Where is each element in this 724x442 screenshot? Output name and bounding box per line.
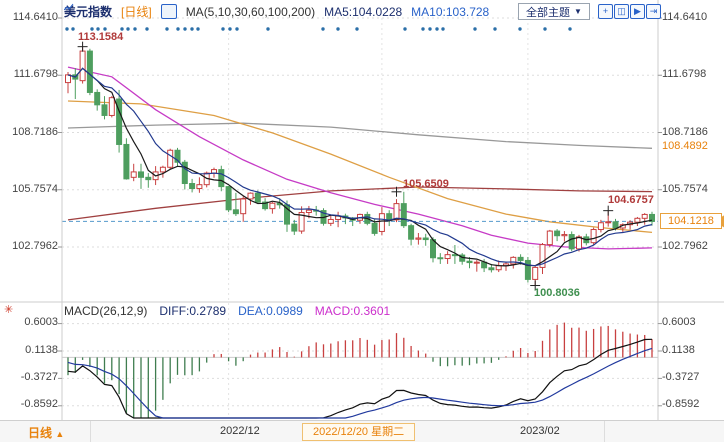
ma100-value-right-label: 108.4892 — [662, 140, 708, 152]
ma100-line — [67, 122, 653, 149]
ma10-line — [67, 67, 653, 267]
themes-dropdown-label: 全部主题 — [526, 6, 571, 19]
price-tick-right: 111.6798 — [662, 68, 707, 80]
ma-overlays-layer — [67, 66, 653, 250]
price-tick-left: 108.7186 — [12, 126, 58, 138]
annotation-markers-layer — [77, 41, 614, 291]
macd-tick-left: -0.8592 — [20, 398, 58, 410]
price-tick-left: 105.7574 — [12, 183, 58, 195]
annotation-high-nov: 113.1584 — [78, 31, 124, 43]
price-tick-left: 111.6798 — [13, 68, 58, 80]
axis-scale-icon[interactable]: ◫ — [614, 4, 629, 19]
macd-diff-value: DIFF:0.2789 — [159, 304, 227, 318]
macd-layer — [67, 322, 653, 419]
price-tick-right: 108.7186 — [662, 126, 708, 138]
event-dots-layer — [65, 27, 572, 31]
ma60-line — [67, 100, 653, 234]
ma200-line — [67, 186, 653, 221]
last-price-tag: 104.1218 — [660, 213, 722, 229]
macd-dea-value: DEA:0.0989 — [238, 304, 303, 318]
macd-header: MACD(26,12,9) DIFF:0.2789 DEA:0.0989 MAC… — [64, 304, 390, 318]
macd-macd-value: MACD:0.3601 — [314, 304, 391, 318]
macd-tick-right: 0.6003 — [662, 316, 696, 328]
x-axis-label-feb: 2023/02 — [520, 425, 560, 437]
price-tick-right: 105.7574 — [662, 183, 708, 195]
period-label: 日线 — [28, 426, 53, 440]
kline-chart-icon[interactable] — [64, 3, 177, 19]
ma10-value: MA10:103.728 — [411, 4, 490, 19]
divider — [604, 421, 605, 442]
borders-layer — [0, 0, 724, 420]
triangle-up-icon: ▲ — [55, 429, 65, 439]
price-tick-left: 102.7962 — [12, 240, 58, 252]
symbol-name: 美元指数 — [64, 5, 113, 19]
fast-ma-layer — [67, 67, 653, 267]
themes-dropdown[interactable]: 全部主题 ▼ — [518, 3, 590, 20]
macd-tick-right: -0.3727 — [662, 371, 700, 383]
ma5-value: MA5:104.0228 — [324, 4, 403, 19]
macd-formula: MACD(26,12,9) — [64, 304, 148, 318]
macd-tick-left: 0.6003 — [24, 316, 58, 328]
annotation-low-feb: 100.8036 — [534, 287, 580, 299]
selected-date-label: 2022/12/20 星期二 — [302, 423, 416, 441]
jump-to-latest-icon[interactable]: ⇥ — [646, 4, 661, 19]
crosshair-tool-icon[interactable]: + — [598, 4, 613, 19]
macd-tick-right: 0.1138 — [662, 344, 695, 356]
indicator-settings-icon[interactable]: ✳ — [4, 304, 14, 316]
price-tick-right: 114.6410 — [662, 11, 708, 23]
price-tick-right: 102.7962 — [662, 240, 708, 252]
macd-tick-right: -0.8592 — [662, 398, 700, 410]
ma30-line — [67, 66, 653, 250]
chevron-down-icon: ▼ — [574, 7, 582, 16]
bottom-status-bar: 日线 ▲ 2022/12 2022/12/20 星期二 2023/02 — [0, 420, 724, 442]
ma-settings-label: MA(5,10,30,60,100,200) — [185, 4, 316, 19]
period-tag: [日线] — [121, 5, 152, 19]
macd-tick-left: -0.3727 — [20, 371, 58, 383]
play-forward-icon[interactable]: ▶ — [630, 4, 645, 19]
annotation-high-jan: 105.6509 — [403, 178, 449, 190]
period-selector[interactable]: 日线 ▲ — [28, 424, 64, 441]
price-tick-left: 114.6410 — [12, 11, 58, 23]
annotation-recent-high: 104.6757 — [608, 194, 654, 206]
divider — [90, 421, 91, 442]
x-axis-label-dec: 2022/12 — [220, 425, 260, 437]
macd-tick-left: 0.1138 — [25, 344, 58, 356]
chart-header: 美元指数 [日线] MA(5,10,30,60,100,200) MA5:104… — [64, 3, 489, 20]
